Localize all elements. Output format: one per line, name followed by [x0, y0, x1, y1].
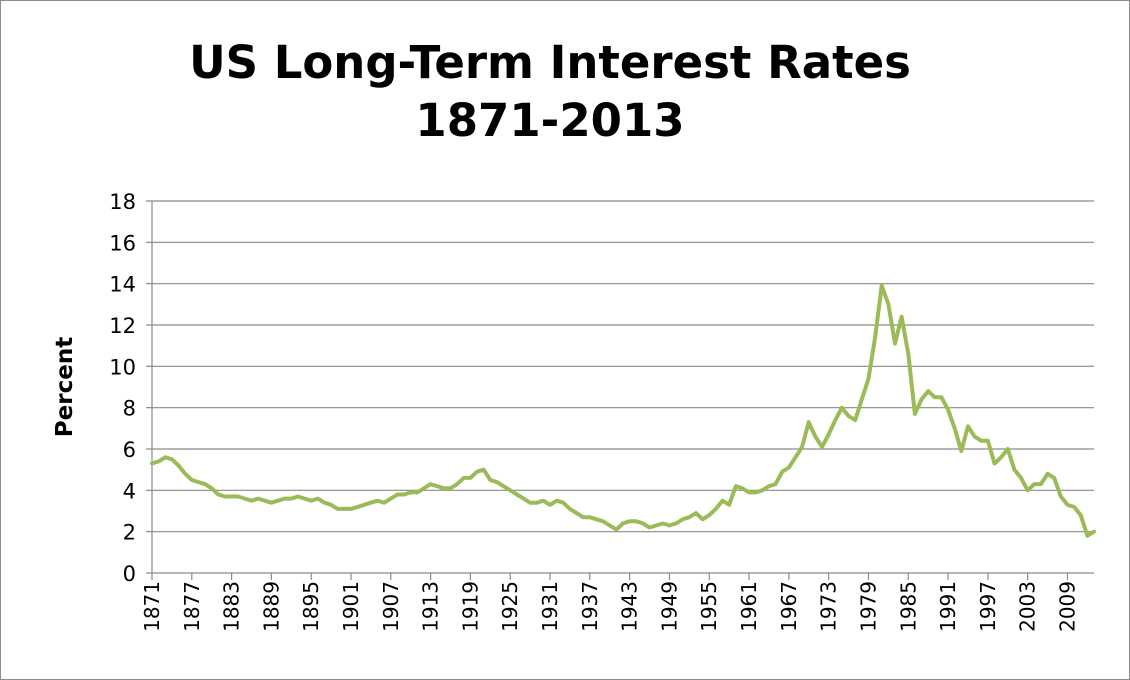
- x-tick-label: 1913: [419, 581, 443, 632]
- y-tick-label: 12: [109, 314, 136, 338]
- chart-title: US Long-Term Interest Rates 1871-2013: [140, 34, 960, 150]
- y-axis-ticks: 0 2 4 6 8 10 12 14 16 18: [109, 190, 152, 586]
- x-tick-label: 2003: [1016, 581, 1040, 632]
- chart-title-line-2: 1871-2013: [415, 94, 685, 147]
- y-tick-label: 6: [123, 438, 136, 462]
- x-tick-label: 1973: [817, 581, 841, 632]
- x-tick-label: 1991: [936, 581, 960, 632]
- x-tick-label: 1931: [538, 581, 562, 632]
- x-tick-label: 1871: [140, 581, 164, 632]
- x-tick-label: 1883: [220, 581, 244, 632]
- y-tick-label: 10: [109, 355, 136, 379]
- x-tick-label: 1967: [777, 581, 801, 632]
- x-tick-label: 1919: [458, 581, 482, 632]
- y-tick-label: 2: [123, 521, 136, 545]
- x-tick-label: 1907: [379, 581, 403, 632]
- x-axis-ticks: 1871 1877 1883 1889 1895 1901 1907 1913 1919 1925…: [140, 573, 1079, 632]
- x-tick-label: 1979: [856, 581, 880, 632]
- chart-title-line-1: US Long-Term Interest Rates: [189, 36, 911, 89]
- x-tick-label: 1985: [896, 581, 920, 632]
- y-tick-label: 16: [109, 231, 136, 255]
- x-tick-label: 1937: [578, 581, 602, 632]
- x-tick-label: 2009: [1055, 581, 1079, 632]
- x-tick-label: 1949: [657, 581, 681, 632]
- y-tick-label: 14: [109, 273, 136, 297]
- gridlines: [152, 200, 1094, 533]
- y-tick-label: 8: [123, 397, 136, 421]
- x-tick-label: 1925: [498, 581, 522, 632]
- x-tick-label: 1961: [737, 581, 761, 632]
- y-tick-label: 4: [123, 479, 136, 503]
- x-tick-label: 1997: [976, 581, 1000, 632]
- series-line: [150, 283, 1096, 538]
- y-tick-label: 0: [123, 562, 136, 586]
- x-tick-label: 1943: [618, 581, 642, 632]
- x-tick-label: 1895: [299, 581, 323, 632]
- x-tick-label: 1877: [180, 581, 204, 632]
- x-tick-label: 1901: [339, 581, 363, 632]
- y-axis-label: Percent: [52, 337, 78, 437]
- x-tick-label: 1889: [259, 581, 283, 632]
- y-tick-label: 18: [109, 190, 136, 214]
- x-tick-label: 1955: [697, 581, 721, 632]
